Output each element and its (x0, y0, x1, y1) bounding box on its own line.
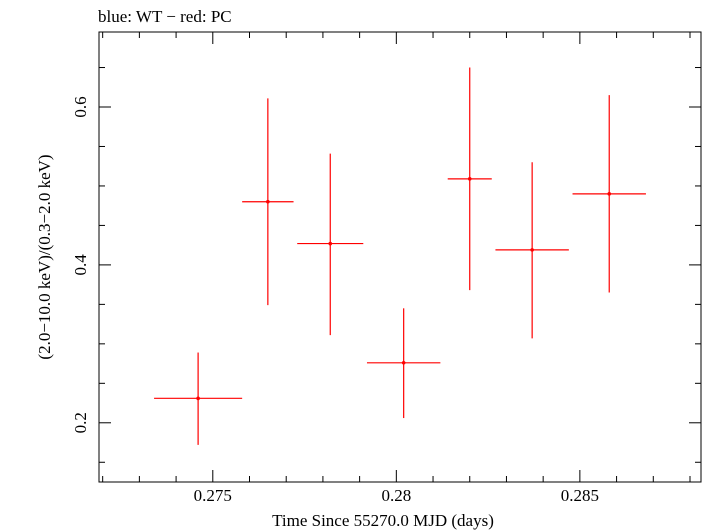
data-marker (196, 396, 200, 401)
x-tick-label: 0.285 (561, 486, 599, 505)
y-tick-label: 0.6 (71, 96, 90, 117)
data-point (297, 153, 364, 336)
data-marker (530, 248, 534, 252)
x-tick-label: 0.275 (194, 486, 232, 505)
data-point (154, 352, 243, 445)
x-axis-label: Time Since 55270.0 MJD (days) (272, 511, 494, 530)
chart-title: blue: WT − red: PC (98, 7, 232, 26)
x-tick-label: 0.28 (381, 486, 411, 505)
y-axis-label: (2.0−10.0 keV)/(0.3−2.0 keV) (35, 154, 54, 359)
plot-frame (98, 31, 702, 483)
data-point (242, 98, 294, 306)
data-marker (328, 241, 333, 246)
data-marker (266, 199, 270, 204)
data-point (495, 162, 569, 339)
data-point (572, 95, 646, 293)
data-point (366, 308, 441, 419)
y-tick-label: 0.2 (71, 412, 90, 433)
data-marker (467, 177, 472, 181)
y-tick-label: 0.4 (71, 254, 90, 276)
data-marker (607, 192, 612, 196)
data-marker (401, 360, 406, 365)
data-point (447, 67, 492, 291)
